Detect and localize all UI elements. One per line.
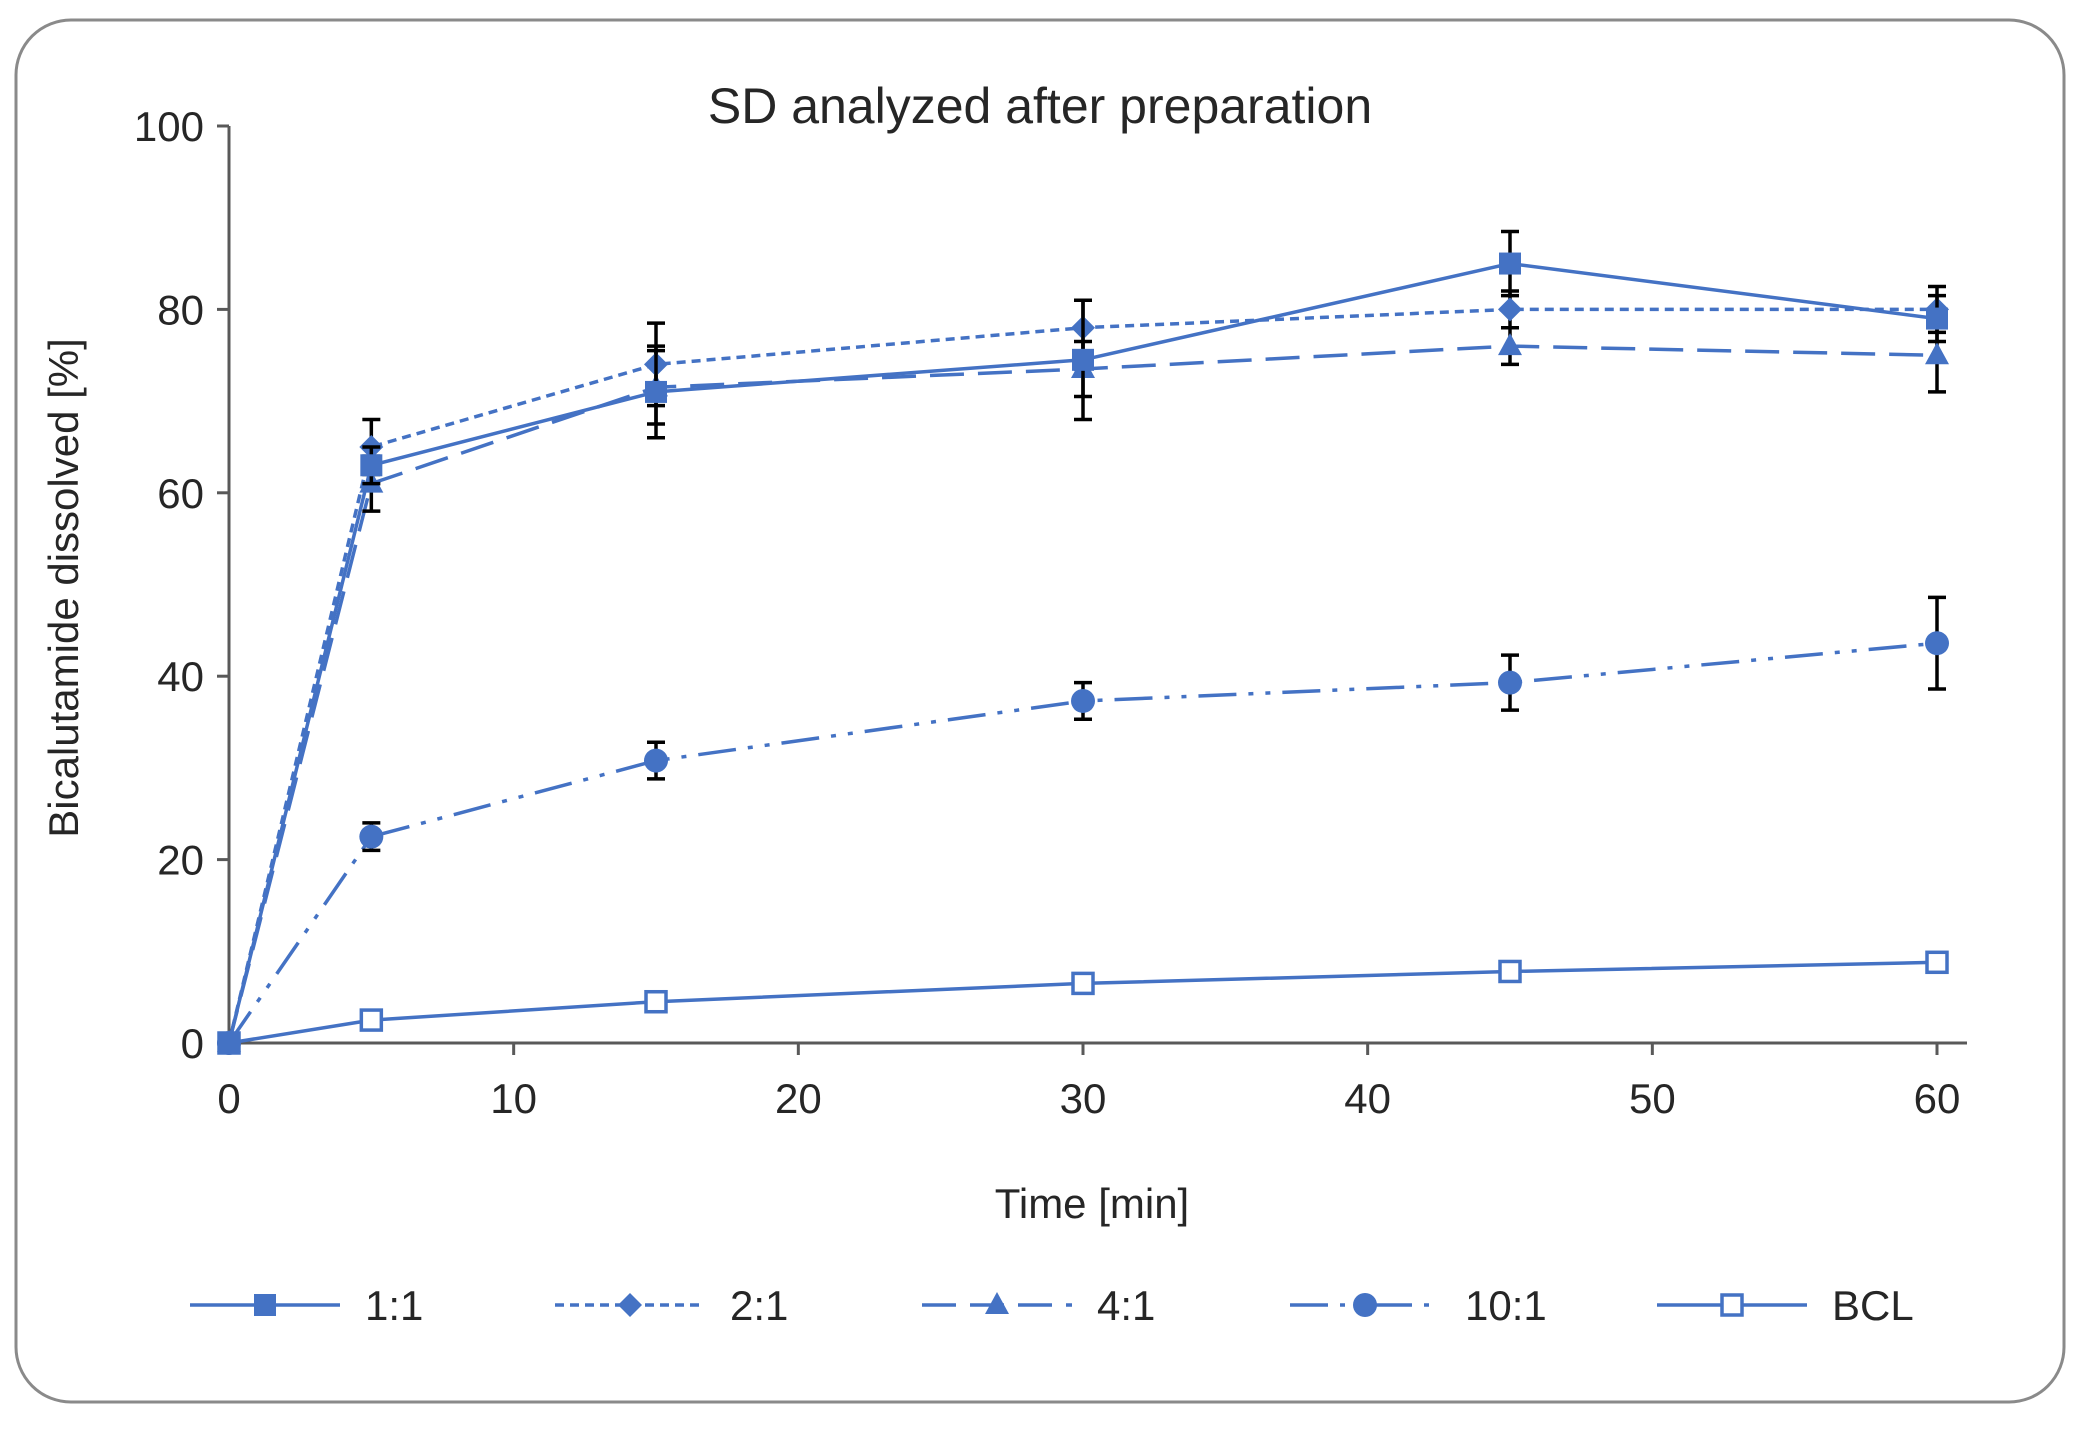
y-tick-label: 100 (134, 103, 204, 150)
y-tick-label: 80 (157, 286, 204, 333)
data-point (359, 824, 384, 849)
legend-entry-BCL: BCL (1657, 1282, 1914, 1329)
y-tick-label: 20 (157, 837, 204, 884)
y-tick-label: 60 (157, 470, 204, 517)
series-line (228, 960, 1938, 1045)
data-point (1499, 252, 1521, 275)
legend-entry-1-1: 1:1 (190, 1282, 423, 1329)
data-point (1071, 971, 1095, 996)
legend-marker (1353, 1293, 1377, 1317)
data-point (1925, 950, 1949, 975)
x-tick-label: 40 (1344, 1075, 1391, 1122)
x-tick-label: 30 (1060, 1075, 1107, 1122)
data-point (1926, 307, 1948, 330)
y-tick-label: 40 (157, 653, 204, 700)
legend-entry-2-1: 2:1 (555, 1282, 788, 1329)
series-line (227, 344, 1938, 1044)
legend-label: BCL (1832, 1282, 1914, 1329)
series-line (227, 641, 1938, 1044)
data-point (644, 989, 668, 1014)
plot-area: 0 20 40 60 80 100 0 10 20 30 40 50 60 (134, 103, 1967, 1122)
x-tick-label: 20 (775, 1075, 822, 1122)
y-axis-label: Bicalutamide dissolved [%] (40, 338, 87, 838)
x-tick-label: 0 (217, 1075, 240, 1122)
x-axis-label: Time [min] (995, 1180, 1189, 1227)
series-1-1-group (218, 229, 1948, 1054)
legend: 1:1 2:1 4:1 10:1 BCL (190, 1282, 1914, 1329)
data-point (1498, 670, 1522, 695)
series-BCL-group (217, 950, 1949, 1055)
data-point (1498, 297, 1522, 322)
series-line (227, 307, 1937, 1044)
data-point (1071, 688, 1095, 713)
data-point (1925, 631, 1949, 656)
chart-title: SD analyzed after preparation (708, 78, 1372, 134)
legend-marker (1720, 1293, 1744, 1317)
legend-label: 4:1 (1097, 1282, 1155, 1329)
data-point (1498, 959, 1522, 984)
data-point (218, 1032, 240, 1054)
data-point (644, 748, 668, 773)
legend-marker (254, 1294, 276, 1316)
y-tick-label: 0 (181, 1020, 204, 1067)
x-tick-label: 60 (1914, 1075, 1961, 1122)
legend-marker (618, 1293, 642, 1317)
data-point (1925, 342, 1949, 365)
chart-frame (14, 18, 2066, 1404)
data-point (1498, 333, 1522, 356)
legend-label: 2:1 (730, 1282, 788, 1329)
data-point (1072, 348, 1094, 371)
series-line (227, 261, 1938, 1044)
x-tick-label: 10 (490, 1075, 537, 1122)
data-point (359, 1008, 384, 1032)
x-tick-label: 50 (1629, 1075, 1676, 1122)
legend-entry-10-1: 10:1 (1290, 1282, 1547, 1329)
data-point (360, 454, 383, 477)
legend-entry-4-1: 4:1 (922, 1282, 1155, 1329)
legend-label: 10:1 (1465, 1282, 1547, 1329)
legend-marker (985, 1292, 1009, 1314)
data-point (645, 380, 667, 403)
legend-label: 1:1 (365, 1282, 423, 1329)
